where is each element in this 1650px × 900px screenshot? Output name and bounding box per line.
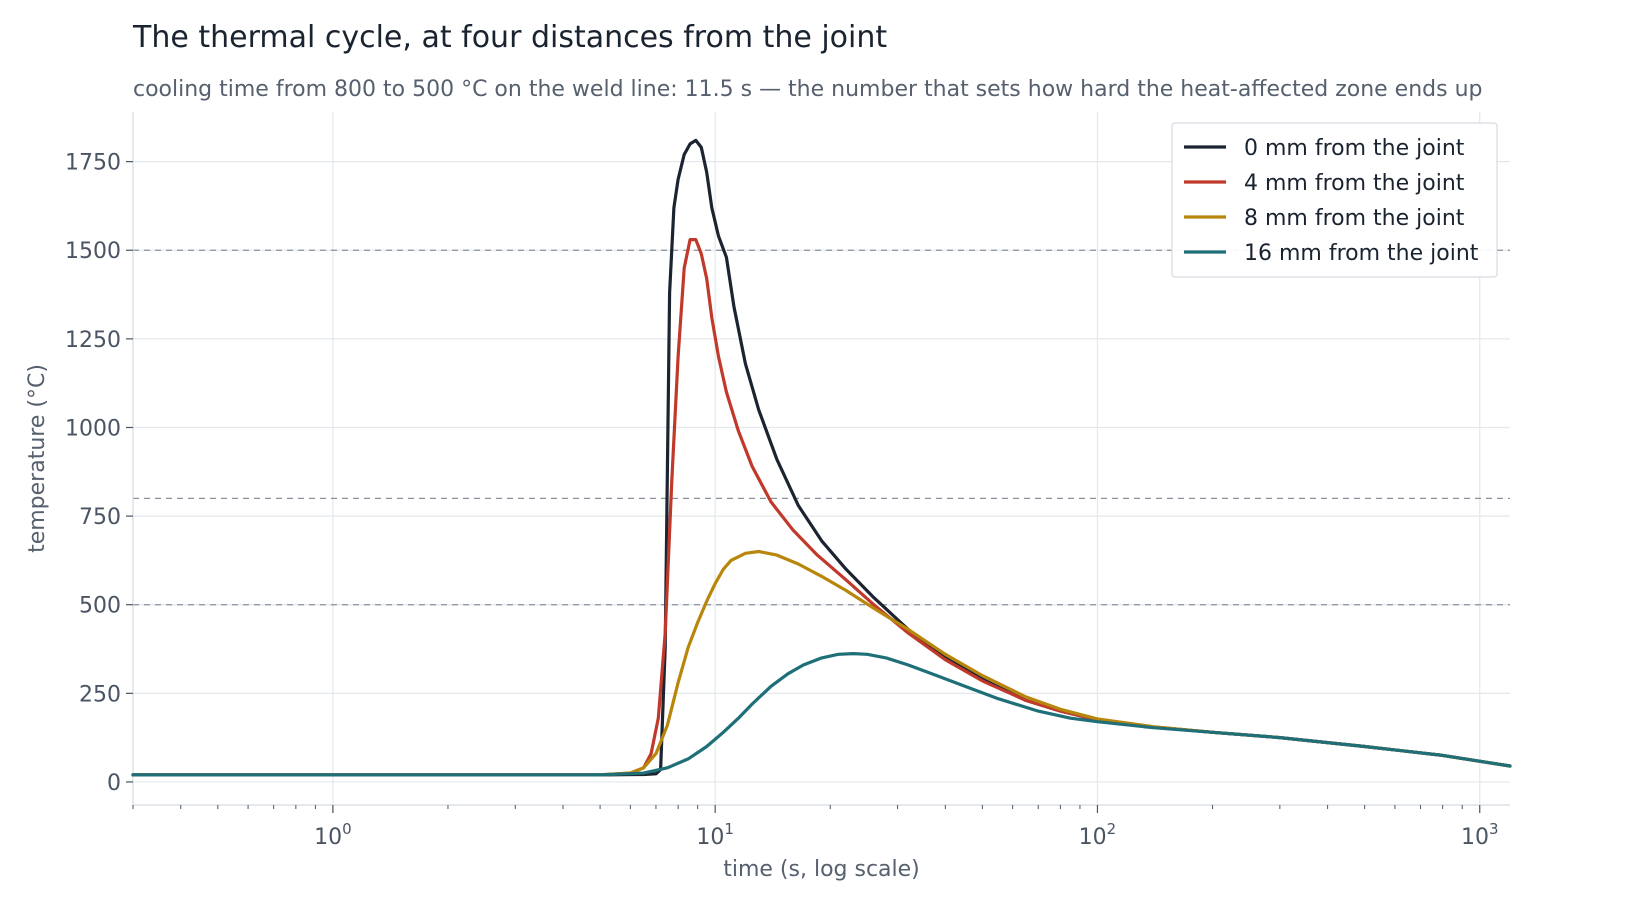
y-tick-label: 1750 (65, 151, 121, 176)
chart-subtitle: cooling time from 800 to 500 °C on the w… (133, 77, 1483, 102)
y-tick-label: 1250 (65, 328, 121, 353)
x-tick-label: 100 (314, 820, 352, 850)
legend: 0 mm from the joint 4 mm from the joint 8 … (1171, 122, 1498, 278)
y-tick-label: 750 (79, 505, 121, 530)
y-tick-label: 250 (79, 682, 121, 707)
legend-label: 0 mm from the joint (1244, 136, 1465, 161)
y-axis-label: temperature (°C) (25, 364, 50, 553)
legend-label: 4 mm from the joint (1244, 171, 1465, 196)
tick-labels: 0 250 500 750 1000 1250 1500 1750 100 101 102 103 (65, 151, 1499, 850)
x-tick-label: 103 (1461, 820, 1499, 850)
axes (132, 112, 1510, 806)
y-tick-label: 0 (107, 771, 121, 796)
series-lines (131, 138, 1512, 777)
x-tick-label: 101 (696, 820, 734, 850)
y-tick-label: 500 (79, 594, 121, 619)
y-tick-label: 1000 (65, 416, 121, 441)
legend-label: 16 mm from the joint (1244, 241, 1479, 266)
y-tick-label: 1500 (65, 239, 121, 264)
legend-box (1171, 122, 1498, 278)
chart-title: The thermal cycle, at four distances fro… (133, 20, 888, 55)
x-tick-label: 102 (1079, 820, 1117, 850)
series-line (131, 651, 1512, 777)
legend-label: 8 mm from the joint (1244, 206, 1465, 231)
x-axis-label: time (s, log scale) (723, 857, 920, 882)
series-line (131, 238, 1512, 777)
